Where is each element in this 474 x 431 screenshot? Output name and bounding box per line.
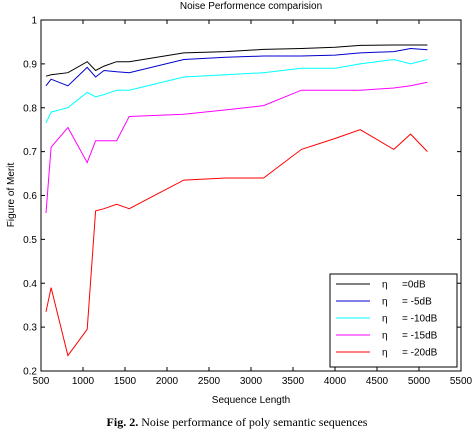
caption-label: Fig. 2. [106,415,139,429]
legend-entry: = -20dB [402,348,438,359]
y-tick-label: 0.3 [23,323,37,334]
series-line-2 [45,58,428,124]
legend-symbol: η [382,314,388,325]
x-tick-label: 4000 [324,376,347,387]
legend-entry: =0dB [402,280,426,291]
y-tick-label: 1 [31,16,37,27]
legend-symbol: η [382,348,388,359]
series-lines [45,44,428,357]
series-line-0 [45,44,428,77]
chart-title: Noise Performence comparision [180,1,322,12]
series-line-1 [45,47,428,87]
legend-entry: = -15dB [402,331,438,342]
x-tick-label: 500 [33,376,50,387]
legend-symbol: η [382,297,388,308]
legend: η =0dB η = -5dB η = -10dB η = -15dB η = -20dB [329,273,458,368]
y-tick-label: 0.6 [23,191,37,202]
x-tick-label: 1000 [72,376,95,387]
legend-box [329,273,458,368]
x-tick-label: 3500 [282,376,305,387]
y-tick-label: 0.2 [23,367,37,378]
x-tick-label: 4500 [366,376,389,387]
y-tick-label: 0.8 [23,103,37,114]
legend-entry: = -5dB [402,297,432,308]
x-tick-label: 2000 [156,376,179,387]
series-line-3 [45,81,428,214]
legend-entry: = -10dB [402,314,438,325]
figure-caption: Fig. 2. Noise performance of poly semant… [0,415,474,430]
caption-text: Noise performance of poly semantic seque… [141,415,368,429]
x-tick-label: 2500 [198,376,221,387]
y-tick-label: 0.5 [23,235,37,246]
x-axis-label: Sequence Length [212,395,290,406]
x-tick-label: 5000 [408,376,431,387]
series-line-4 [45,129,428,357]
y-tick-label: 0.7 [23,147,37,158]
legend-symbol: η [382,280,388,291]
y-axis: 0.2 0.3 0.4 0.5 0.6 0.7 0.8 0.9 1 [23,16,461,378]
legend-symbol: η [382,331,388,342]
y-tick-label: 0.4 [23,279,37,290]
x-tick-label: 3000 [240,376,263,387]
y-axis-label: Figure of Merit [6,163,17,228]
x-axis: 500 1000 1500 2000 2500 3000 3500 4000 4500 5000 5… [33,20,473,387]
x-tick-label: 5500 [450,376,473,387]
x-tick-label: 1500 [114,376,137,387]
y-tick-label: 0.9 [23,59,37,70]
